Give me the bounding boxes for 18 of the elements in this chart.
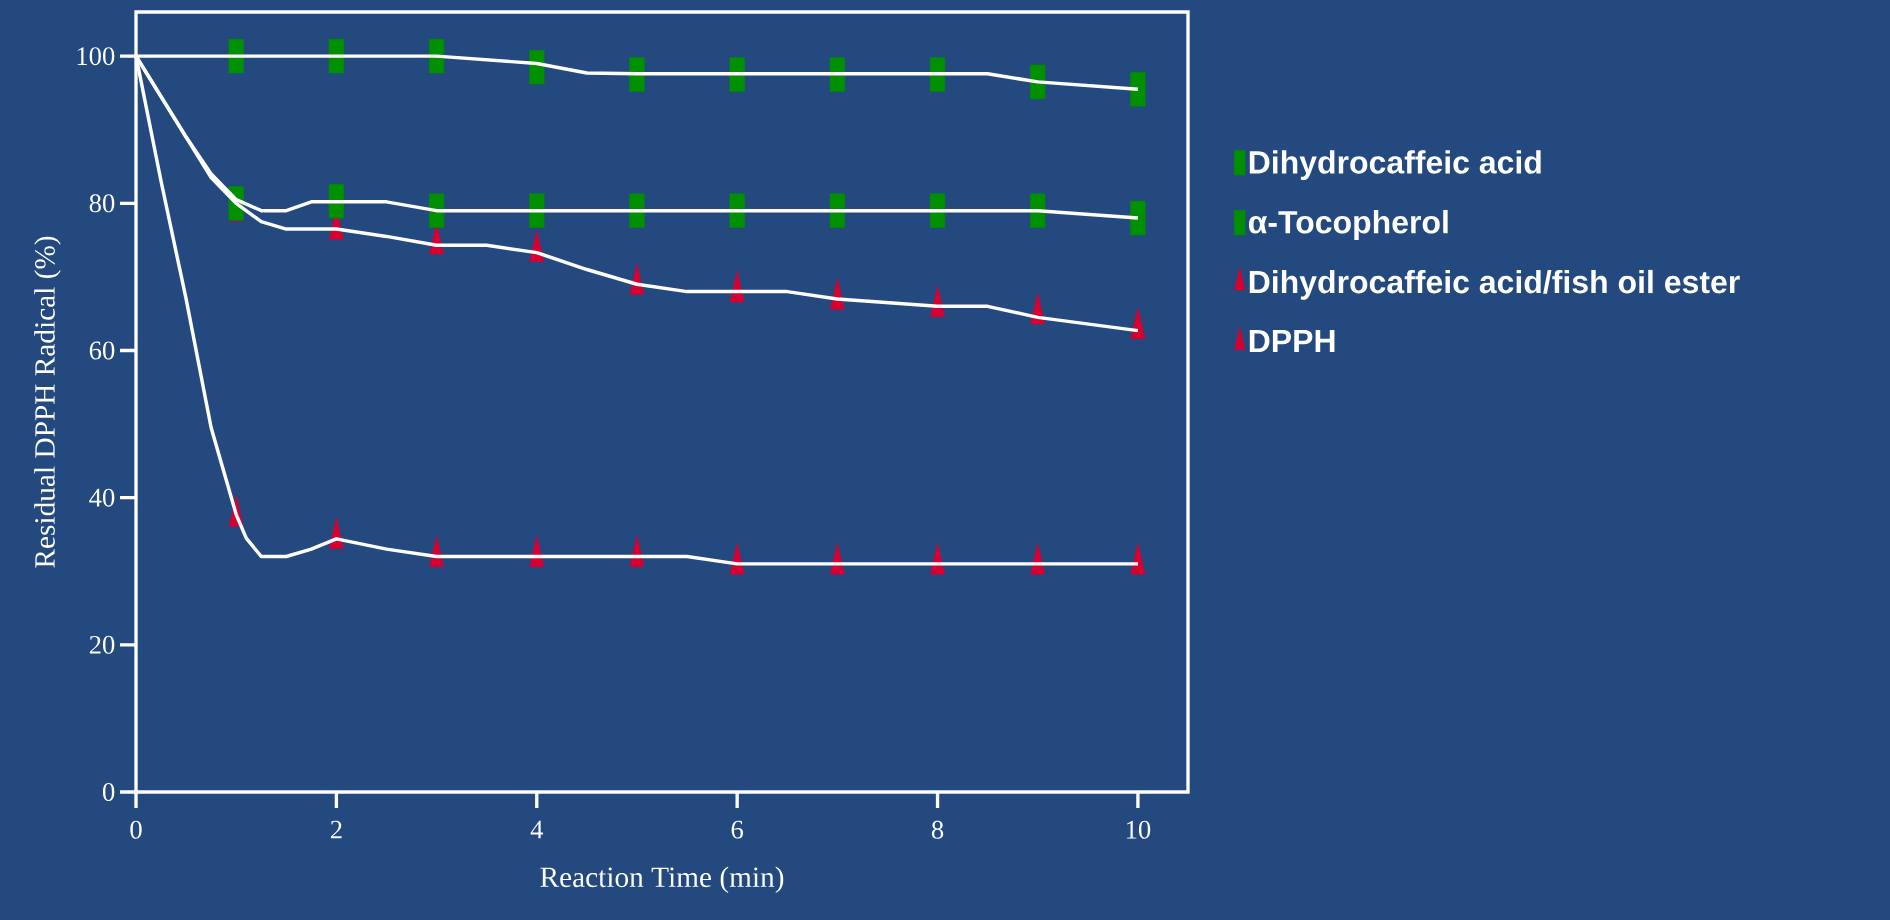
x-tick-label: 2 [330, 820, 342, 839]
y-tick-label: 100 [77, 47, 115, 66]
y-tick-label: 40 [89, 488, 115, 507]
legend-label: α-Tocopherol [1248, 210, 1448, 240]
x-tick-label: 8 [931, 820, 944, 839]
legend-label: Dihydrocaffeic acid [1249, 150, 1541, 181]
legend-label: Dihydrocaffeic acid/fish oil ester [1249, 269, 1740, 300]
legend-label: DPPH [1249, 330, 1335, 353]
y-tick-label: 20 [89, 635, 115, 654]
y-tick-label: 0 [103, 782, 115, 801]
x-tick-label: 10 [1126, 820, 1151, 839]
x-tick-label: 0 [130, 820, 142, 839]
y-axis-title: Residual DPPH Radical (%) [34, 236, 61, 568]
x-tick-label: 6 [731, 820, 744, 839]
y-tick-label: 80 [89, 194, 115, 213]
y-tick-label: 60 [89, 341, 115, 360]
x-axis-title: Reaction Time (min) [540, 866, 784, 894]
x-tick-label: 4 [530, 820, 544, 839]
